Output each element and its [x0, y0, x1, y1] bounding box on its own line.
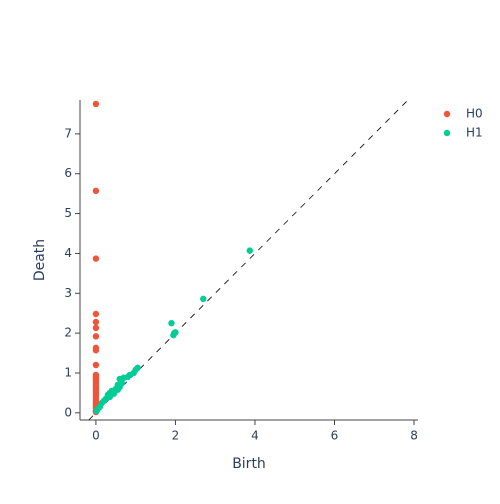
y-tick-label: 3 [64, 286, 72, 300]
point [92, 324, 100, 332]
point [92, 187, 100, 195]
y-axis-title: Death [32, 239, 48, 281]
y-tick-label: 4 [64, 246, 72, 260]
legend-label: H0 [466, 107, 483, 121]
y-tick-label: 7 [64, 126, 72, 140]
point [92, 361, 100, 369]
x-tick-label: 6 [331, 429, 339, 443]
point [246, 247, 253, 254]
point [172, 329, 179, 336]
point [116, 383, 123, 391]
y-tick-label: 0 [64, 405, 72, 419]
point [92, 255, 100, 262]
point [92, 333, 100, 340]
point [168, 319, 175, 327]
legend-marker [443, 129, 451, 137]
point [93, 407, 100, 415]
x-tick-label: 4 [251, 429, 259, 443]
point [92, 318, 100, 326]
point [92, 310, 100, 318]
legend-marker [443, 110, 451, 118]
legend-label: H1 [466, 126, 483, 140]
point [92, 347, 100, 354]
point [110, 390, 118, 397]
x-tick-label: 2 [172, 429, 180, 443]
y-tick-label: 5 [64, 206, 72, 220]
x-tick-label: 8 [410, 429, 418, 443]
x-tick-label: 0 [92, 429, 100, 443]
point [92, 100, 100, 108]
y-tick-label: 2 [64, 326, 72, 340]
y-tick-label: 6 [64, 166, 72, 180]
y-tick-label: 1 [64, 365, 72, 379]
diagonal [88, 99, 409, 421]
point [200, 295, 207, 303]
x-axis-title: Birth [232, 456, 266, 472]
